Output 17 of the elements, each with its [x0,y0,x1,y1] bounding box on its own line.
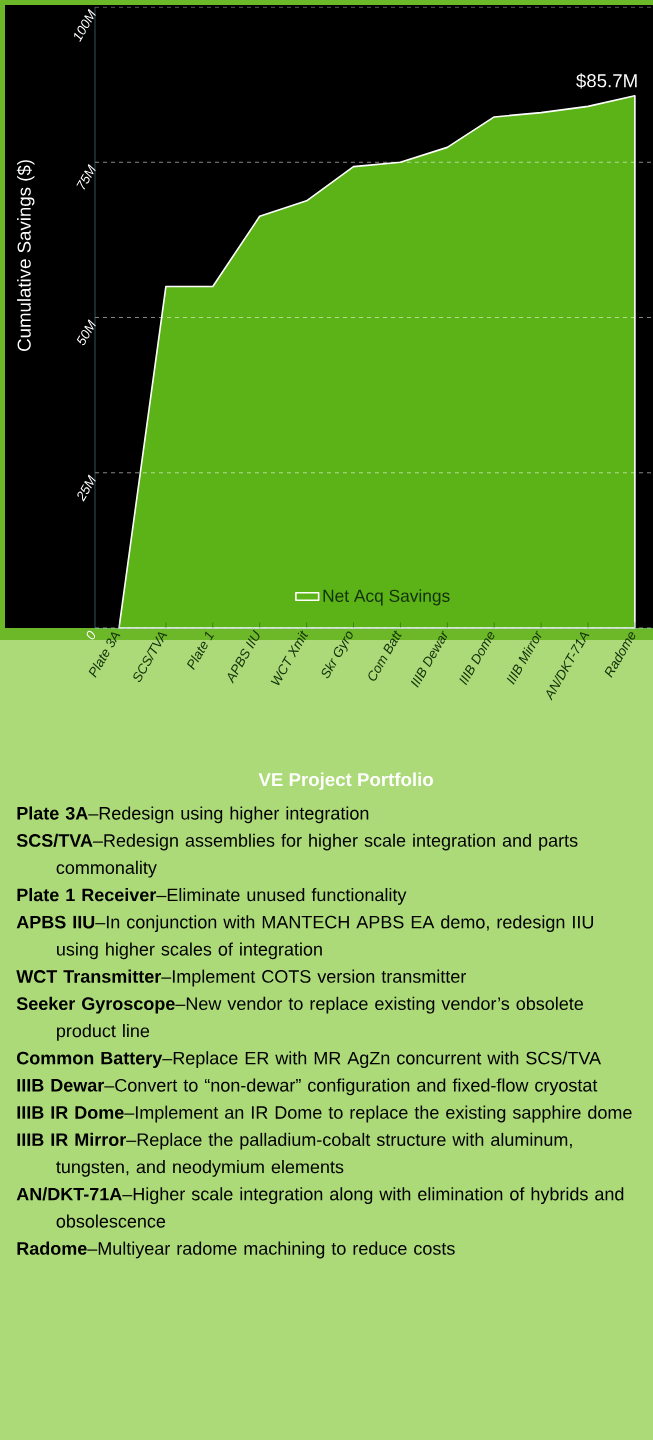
annotation: $85.7M [576,73,637,89]
legend-label: Net Acq Savings [323,589,450,606]
y-axis-title: Cumulative Savings ($) [16,160,35,351]
text: Radome–Multiyear radome machining to reduce costs [17,1241,455,1259]
text: WCT Transmitter–Implement COTS version transmitter [16,969,466,987]
text: IIIB IR Dome–Implement an IR Dome to replace the existing sapphire dome [17,1105,632,1123]
text: APBS IIU–In conjunction with MANTECH APBS EA demo, redesign IIU using higher scales of integration [16,915,593,960]
text: Plate 1 Receiver–Eliminate unused functionality [17,888,407,905]
text: IIIB IR Mirror–Replace the palladium-cobalt structure with aluminum, tungsten, and neodymium elements [17,1132,572,1177]
x-axis-title: VE Project Portfolio [258,772,433,790]
text: Seeker Gyroscope–New vendor to replace existing vendor’s obsolete product line [16,996,583,1041]
text: SCS/TVA–Redesign assemblies for higher scale integration and parts commonality [16,833,578,878]
text: IIIB Dewar–Convert to “non-dewar” configuration and fixed-flow cryostat [17,1078,598,1096]
text: Common Battery–Replace ER with MR AgZn concurrent with SCS/TVA [16,1051,601,1069]
text: Plate 3A–Redesign using higher integration [17,806,369,824]
text: AN/DKT-71A–Higher scale integration along with elimination of hybrids and obsolescence [16,1187,624,1228]
y-tick-label: 0 [86,630,95,640]
